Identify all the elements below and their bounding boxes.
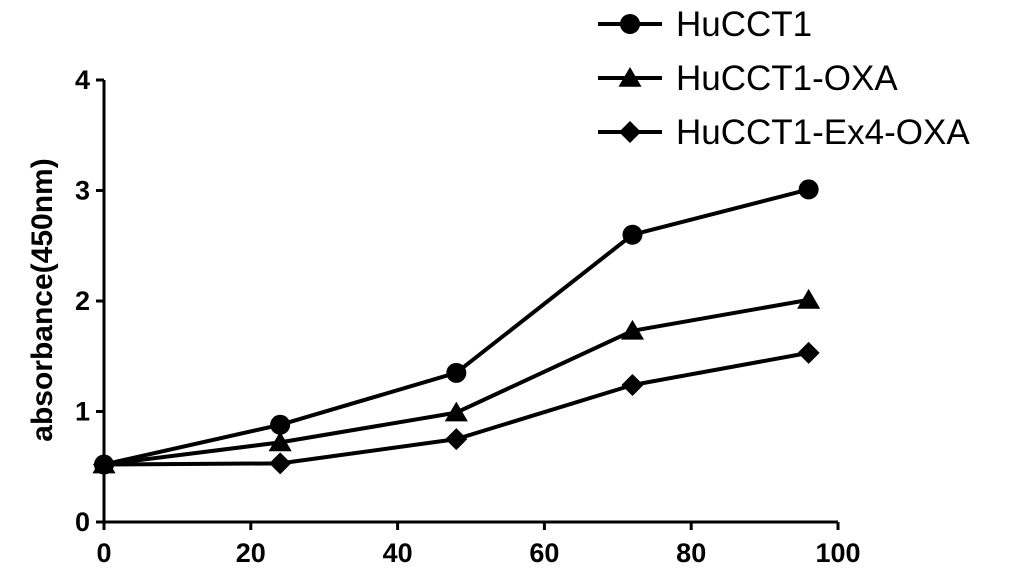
- data-point: [268, 431, 292, 452]
- y-tick-label: 0: [75, 507, 90, 537]
- legend-label: HuCCT1-OXA: [676, 59, 898, 98]
- y-tick-label: 3: [75, 176, 90, 206]
- y-axis-title: absorbance(450nm): [26, 158, 59, 441]
- series-group: [92, 179, 821, 476]
- y-tick-label: 2: [75, 286, 90, 316]
- x-tick-label: 80: [676, 538, 706, 568]
- legend-item: HuCCT1: [598, 5, 812, 44]
- data-point: [798, 179, 819, 200]
- legend-label: HuCCT1: [676, 5, 812, 44]
- x-axis-ticks: 0 20 40 60 80 100: [96, 522, 861, 568]
- data-point: [444, 401, 468, 422]
- y-tick-label: 4: [75, 65, 90, 95]
- data-point: [797, 288, 821, 309]
- data-point: [622, 224, 643, 245]
- legend-item: HuCCT1-Ex4-OXA: [598, 113, 970, 152]
- legend-marker: [620, 14, 640, 34]
- data-point: [797, 341, 820, 364]
- legend: HuCCT1 HuCCT1-OXA HuCCT1-Ex4-OXA: [598, 5, 970, 152]
- legend-label: HuCCT1-Ex4-OXA: [676, 113, 970, 152]
- data-point: [620, 319, 645, 340]
- data-point: [93, 453, 115, 476]
- data-point: [446, 362, 467, 383]
- y-tick-label: 1: [75, 397, 90, 427]
- legend-marker: [618, 67, 642, 87]
- series-3: [93, 341, 820, 476]
- y-axis-ticks: 0 1 2 3 4: [75, 65, 104, 537]
- data-point: [621, 373, 644, 396]
- data-point: [269, 452, 292, 475]
- x-tick-label: 60: [529, 538, 559, 568]
- series-line: [103, 187, 810, 467]
- x-tick-label: 40: [383, 538, 413, 568]
- legend-item: HuCCT1-OXA: [598, 59, 898, 98]
- x-tick-label: 0: [96, 538, 111, 568]
- data-point: [445, 428, 468, 451]
- x-tick-label: 20: [236, 538, 266, 568]
- data-point: [270, 414, 291, 435]
- x-tick-label: 100: [815, 538, 860, 568]
- legend-marker: [619, 121, 641, 143]
